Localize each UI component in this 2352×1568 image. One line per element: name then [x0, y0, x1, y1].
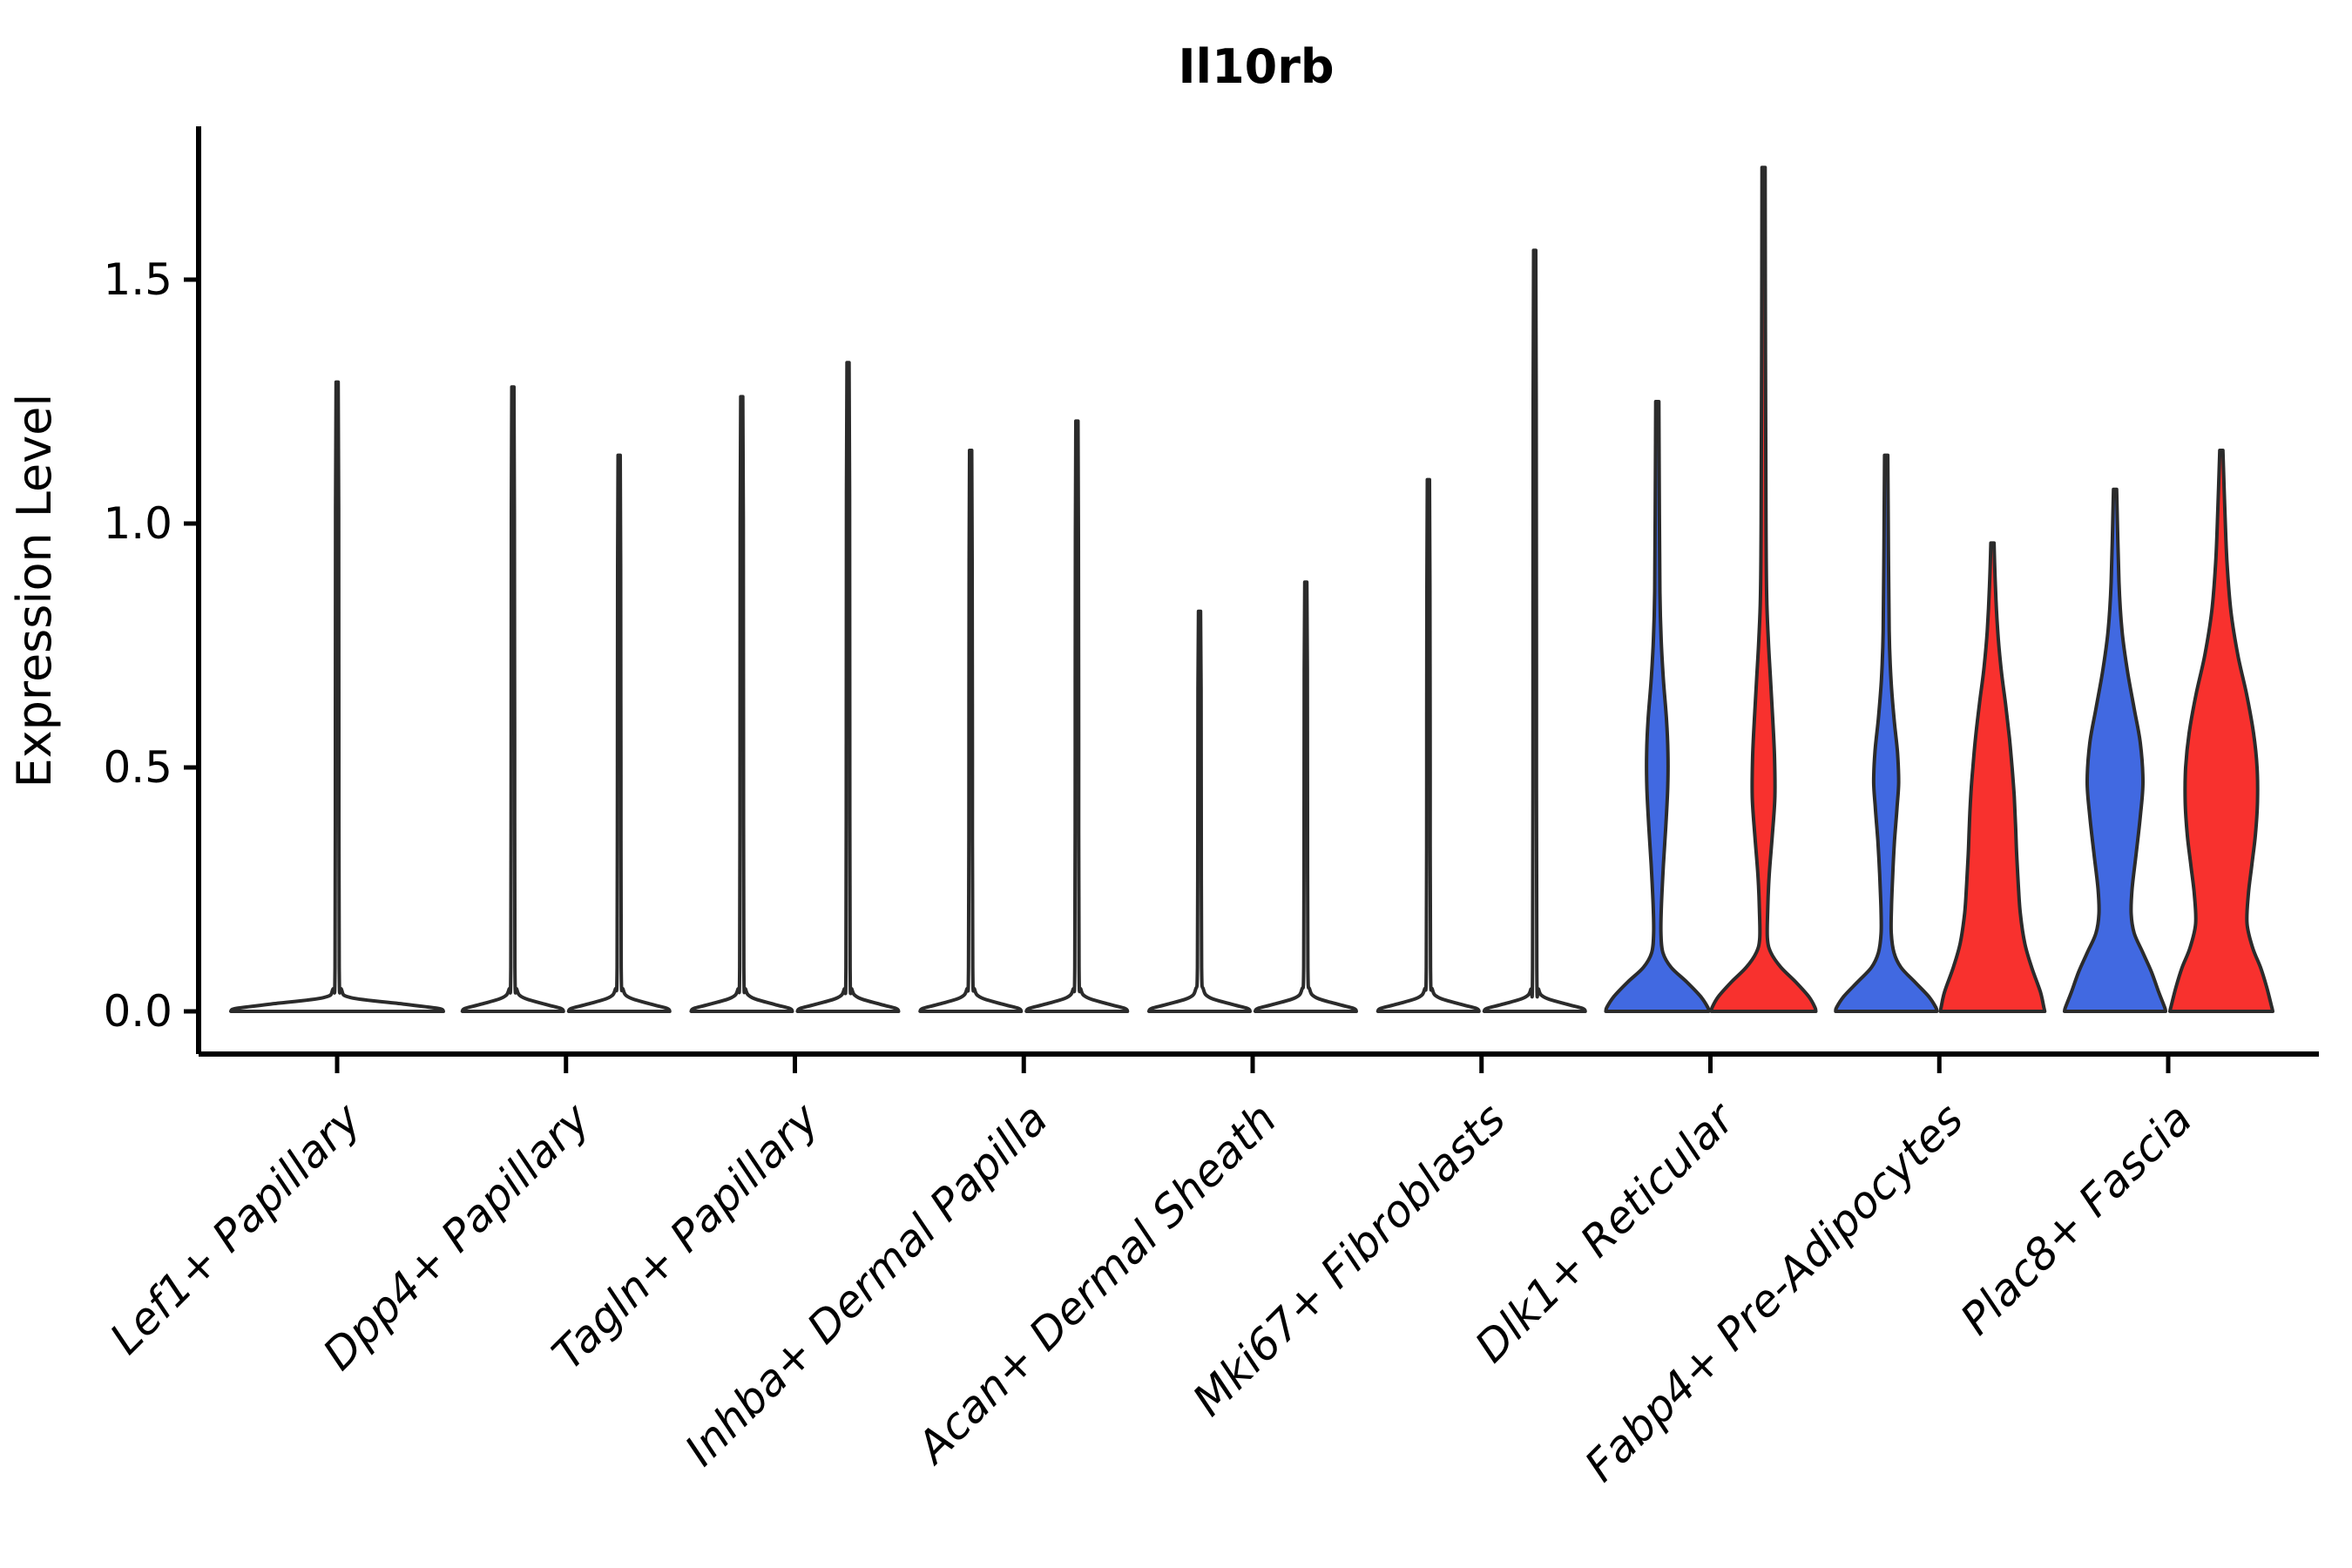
violin-dpp4-papillary-right — [566, 453, 672, 1013]
x-tick-label: Plac8+ Fascia — [1951, 1093, 2202, 1344]
plot-title: Il10rb — [1178, 39, 1334, 94]
x-tick-label: Lef1+ Papillary — [100, 1092, 371, 1363]
violin-fabp4-pre-adipocytes-left — [1834, 453, 1939, 1013]
violin-dpp4-papillary-left — [460, 385, 565, 1013]
violin-acan-dermal-sheath-left — [1147, 609, 1252, 1013]
violin-inhba-dermal-papilla-left — [918, 449, 1024, 1013]
violin-tagln-papillary-left — [689, 395, 794, 1013]
axes — [184, 126, 2319, 1073]
x-tick-label: Inhba+ Dermal Papilla — [675, 1093, 1057, 1475]
violin-acan-dermal-sheath-right — [1254, 580, 1358, 1013]
violin-inhba-dermal-papilla-right — [1024, 419, 1130, 1013]
y-tick-label: 0.5 — [103, 742, 172, 793]
y-tick-label: 1.0 — [103, 498, 172, 549]
y-tick-label: 1.5 — [103, 254, 172, 305]
violin-mki67-fibroblasts-left — [1375, 477, 1481, 1013]
violin-fabp4-pre-adipocytes-right — [1938, 541, 2047, 1013]
violin-dlk1-reticular-right — [1709, 166, 1818, 1013]
y-tick-labels: 0.0 0.5 1.0 1.5 — [103, 254, 172, 1037]
y-axis-label: Expression Level — [7, 394, 62, 788]
y-tick-label: 0.0 — [103, 986, 172, 1037]
violin-tagln-papillary-right — [795, 361, 901, 1013]
violin-mki67-fibroblasts-right — [1482, 248, 1587, 1013]
x-tick-label: Acan+ Dermal Sheath — [906, 1093, 1287, 1474]
violin-plac8-fascia-left — [2063, 487, 2167, 1013]
x-tick-label: Fabp4+ Pre-Adipocytes — [1575, 1093, 1973, 1491]
violins-layer — [229, 166, 2274, 1013]
violin-lef1-papillary-single — [229, 380, 445, 1013]
violin-dlk1-reticular-left — [1604, 400, 1711, 1013]
violin-plac8-fascia-right — [2168, 449, 2274, 1013]
